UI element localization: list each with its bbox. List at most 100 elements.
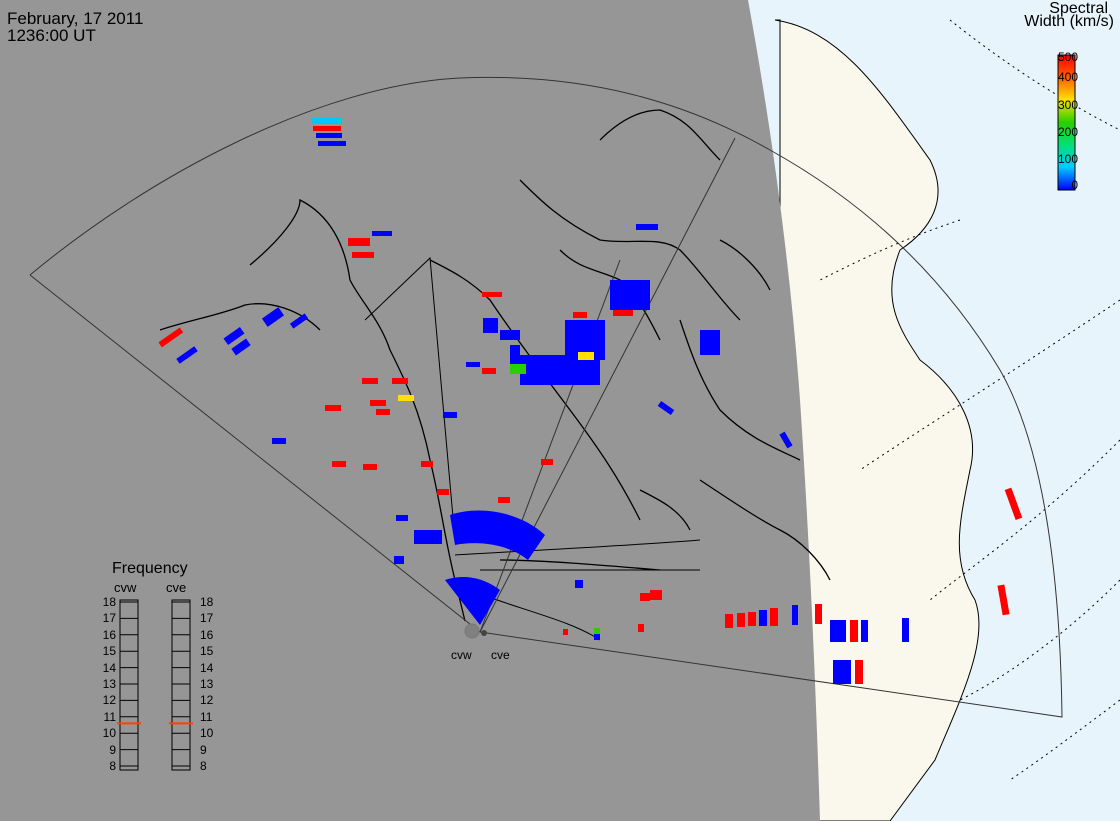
scatter-mark <box>325 405 341 411</box>
scatter-mark <box>578 352 594 360</box>
scatter-mark <box>443 412 457 418</box>
scatter-mark <box>575 580 583 588</box>
scatter-mark <box>902 618 909 642</box>
frequency-tick-left: 16 <box>102 627 116 642</box>
scatter-mark <box>272 438 286 444</box>
scatter-mark <box>850 620 858 642</box>
scatter-mark <box>613 310 633 316</box>
scatter-mark <box>482 368 496 374</box>
scatter-mark <box>573 312 587 318</box>
scatter-mark <box>392 378 408 384</box>
colorbar-tick-200: 200 <box>1057 125 1078 139</box>
scatter-mark <box>997 584 1010 616</box>
scatter-mark <box>348 238 370 246</box>
borders <box>364 256 701 641</box>
scatter-mark <box>563 629 568 635</box>
scatter-mark <box>638 624 644 632</box>
scatter-mark <box>748 612 756 626</box>
colorbar-title-line1: Spectral <box>1049 0 1108 17</box>
scatter-mark <box>231 338 251 356</box>
frequency-title: Frequency <box>112 560 188 577</box>
scatter-mark <box>394 556 404 564</box>
scatter-mark <box>657 400 675 416</box>
scatter-mark <box>700 330 720 355</box>
night-terminator-region <box>0 0 820 821</box>
scatter-mark <box>610 280 650 310</box>
grid-lines <box>819 19 1120 781</box>
frequency-tick-right: 10 <box>200 726 214 741</box>
scatter-mark <box>640 593 650 601</box>
scatter-mark <box>770 608 778 626</box>
scatter-mark <box>362 378 378 384</box>
frequency-tick-left: 15 <box>102 644 116 659</box>
cvw-frequency-bar <box>119 599 139 771</box>
scatter-mark <box>830 620 846 642</box>
scatter-mark <box>792 605 798 625</box>
scatter-mark <box>510 364 526 374</box>
scatter-mark <box>855 660 863 684</box>
frequency-tick-left: 8 <box>109 759 116 773</box>
scatter-mark <box>158 327 184 348</box>
site-marker-cve <box>481 630 487 636</box>
scatter-mark <box>861 620 868 642</box>
frequency-tick-left: 18 <box>102 595 116 609</box>
scatter-mark <box>594 628 600 634</box>
frequency-tick-left: 12 <box>102 693 116 708</box>
scatter-mark <box>636 224 658 230</box>
frequency-tick-right: 12 <box>200 693 214 708</box>
scatter-mark <box>498 497 510 503</box>
frequency-radar-label-cvw: cvw <box>114 580 137 595</box>
frequency-tick-right: 8 <box>200 759 207 773</box>
scatter-mark <box>833 660 851 684</box>
frequency-tick-left: 17 <box>102 611 116 626</box>
frequency-tick-left: 11 <box>103 709 116 724</box>
scatter-mark <box>318 141 346 146</box>
colorbar-title-line2: Width (km/s) <box>1024 13 1114 30</box>
scatter-mark <box>500 330 520 340</box>
scatter-mark <box>289 313 309 329</box>
scatter-mark <box>650 590 662 600</box>
colorbar-tick-0: 0 <box>1071 178 1078 192</box>
colorbar <box>1057 54 1076 191</box>
cve-frequency-bar <box>171 599 191 771</box>
day-land <box>774 19 980 821</box>
scatter-mark <box>398 395 414 401</box>
scatter-mark <box>363 464 377 470</box>
frequency-tick-left: 9 <box>109 742 116 757</box>
frequency-tick-right: 17 <box>200 611 214 626</box>
scatter-mark <box>223 326 245 346</box>
scatter-mark <box>737 613 745 627</box>
scatter-mark <box>376 409 390 415</box>
scatter-mark <box>352 252 374 258</box>
site-marker-cvw <box>464 623 480 639</box>
frequency-tick-right: 11 <box>200 709 213 724</box>
scatter-mark <box>372 231 392 236</box>
frequency-tick-right: 18 <box>200 595 214 609</box>
scatter-mark <box>176 346 198 364</box>
scatter-mark <box>312 118 342 124</box>
scatter-mark <box>725 614 733 628</box>
frequency-tick-right: 9 <box>200 742 207 757</box>
scatter-mark <box>815 604 822 624</box>
colorbar-tick-100: 100 <box>1057 152 1078 166</box>
scatter-mark <box>541 459 553 465</box>
fan-west <box>445 510 545 625</box>
scatter-mark <box>261 307 285 327</box>
frequency-tick-right: 14 <box>200 660 214 675</box>
frequency-tick-left: 13 <box>102 677 116 691</box>
colorbar-tick-300: 300 <box>1057 98 1078 112</box>
scatter-mark <box>779 431 793 449</box>
frequency-tick-right: 15 <box>200 644 214 659</box>
scatter-mark <box>759 610 767 626</box>
scatter-mark <box>316 133 342 138</box>
scatter-mark <box>483 318 498 333</box>
scatter-mark <box>421 461 433 467</box>
scatter-mark <box>370 400 386 406</box>
frequency-panel-boxes <box>119 599 191 771</box>
scatter-mark <box>414 530 442 544</box>
colorbar-tick-400: 400 <box>1057 70 1078 84</box>
frequency-tick-right: 16 <box>200 627 214 642</box>
scatter-mark <box>332 461 346 467</box>
